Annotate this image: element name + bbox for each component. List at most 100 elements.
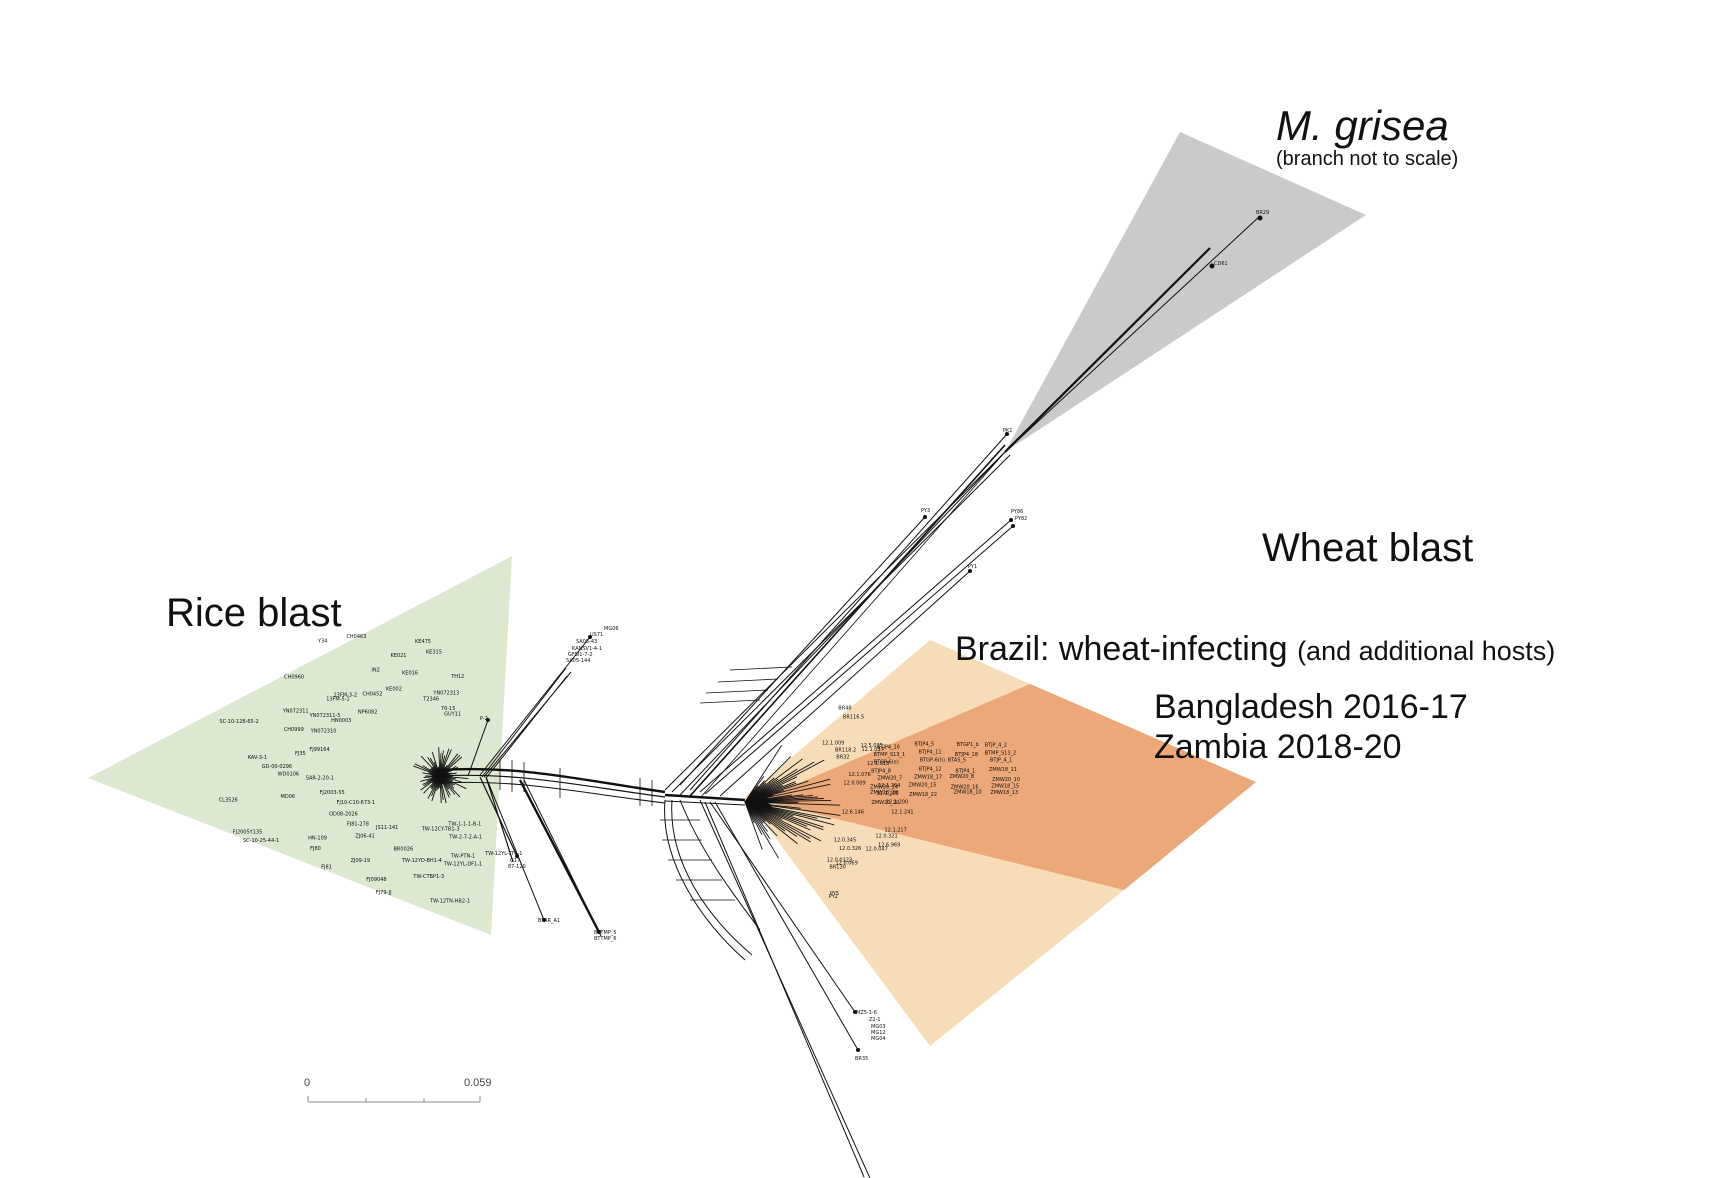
tip-label-outbreak: ZMW18_11 — [989, 767, 1017, 773]
tip-label-rice: NP6082 — [358, 709, 377, 715]
tip-label-rice: TW-12YL-DF1-1 — [443, 862, 482, 868]
wheat-tip-branch — [744, 801, 841, 816]
tip-label-rice: FJ80 — [310, 846, 321, 852]
tip-label-rice: KE002 — [386, 687, 402, 693]
tip-label-rice: MD06 — [281, 794, 296, 800]
tip-label-rice: CL3526 — [219, 797, 238, 803]
tip-label-rice: KE475 — [415, 639, 431, 645]
tip-label-brazil: 12.1.200 — [886, 800, 908, 806]
tip-label-brazil: 12.0.326 — [839, 846, 861, 852]
tip-label-lower: BR35 — [855, 1056, 868, 1062]
tip-label-rice: Y34 — [317, 639, 327, 645]
tip-label-brazil: 12.0.345 — [834, 838, 856, 844]
tip-label-brazil: BR32 — [836, 755, 849, 761]
tip-label-rice: CH0999 — [284, 727, 304, 733]
tip-label-rice: FJ81 — [321, 864, 332, 870]
tip-label-lower: MZ5-1-6 — [856, 1010, 877, 1016]
tip-markers — [486, 215, 1263, 1052]
tip-label-lower: MG12 — [871, 1030, 886, 1036]
tip-label-lower: Z2-1 — [869, 1017, 881, 1023]
tip-label-rice: TW-1-1-1-B-1 — [447, 822, 481, 828]
tip-label-rice: FJ10-C10-673-1 — [337, 800, 376, 806]
tip-label-rice: YN072310 — [310, 729, 337, 735]
tip-label-middle: G17 — [510, 858, 520, 864]
tip-label-brazil: 12.1.264 — [878, 783, 900, 789]
tip-label-brazil: 12.0.0123 — [827, 857, 852, 863]
tip-label-brazil: 12.1.217 — [885, 828, 907, 834]
tip-label-rice: HN-109 — [308, 835, 327, 841]
tip-label-middle: BTTMP_6 — [594, 936, 616, 942]
wheat-tip-branch — [744, 758, 803, 803]
tip-label-rice: GD-00-0296 — [262, 764, 292, 770]
tip-label-brazil: BR130 — [829, 865, 845, 871]
brazil-clade-name: Brazil: wheat-infecting — [955, 630, 1288, 668]
tip-label-middle: SA05-144 — [566, 658, 590, 664]
bangladesh-label: Bangladesh 2016-17 — [1154, 688, 1468, 726]
wheat-tip-branch — [744, 756, 792, 803]
scale-bar — [307, 1096, 481, 1103]
tip-label-brazil: 12.1.241 — [891, 809, 913, 815]
tip-label-rice: CH0452 — [363, 691, 383, 697]
tip-label-brazil: 12.1.076 — [848, 772, 870, 778]
tip-label-central: PY3 — [921, 508, 930, 514]
tip-label-brazil: BR48 — [838, 705, 851, 711]
tip-label-brazil: PY2 — [829, 894, 838, 900]
rice-tip-branch — [439, 774, 449, 777]
wheat-tip-branch — [744, 801, 822, 842]
tip-label-outbreak: BTJP4_1 — [955, 769, 975, 775]
tip-label-brazil: 12.1.009 — [822, 741, 844, 747]
tip-label-outbreak: ZMW18_22 — [909, 792, 937, 798]
tip-label-rice: KE021 — [391, 653, 407, 659]
tip-label-rice: FJ79-JJ — [376, 890, 392, 896]
tip-label-rice: TH12 — [450, 674, 464, 680]
tip-label-outbreak: BTGP-6(h) — [920, 757, 945, 763]
network-backbone — [439, 215, 1261, 1178]
tip-label-mgrisea: CD61 — [1214, 261, 1228, 267]
tip-label-outbreak: BTJP4_8 — [871, 769, 891, 775]
tip-label-brazil: 12.6.969 — [878, 843, 900, 849]
tip-label-rice: TW-12YL-TT4-1 — [484, 851, 522, 857]
tip-label-brazil: BR118.2 — [835, 748, 856, 754]
tip-label-rice: FJ81-278 — [347, 822, 369, 828]
tip-label-rice: OD08-2026 — [329, 811, 358, 817]
wheat-blast-tip-star — [744, 745, 841, 859]
tip-label-lower: MG03 — [871, 1024, 886, 1030]
scale-bar-start-label: 0 — [304, 1077, 311, 1089]
tip-label-outbreak: BTAS_5 — [948, 757, 966, 763]
tip-label-outbreak: BTGP-6(e) — [874, 759, 899, 765]
tip-label-rice: BR0026 — [394, 846, 414, 852]
tip-label-rice: YN072311-5 — [309, 713, 341, 719]
tip-label-rice: CH0463 — [346, 634, 366, 640]
tip-label-outbreak: BTGP1_b — [957, 742, 979, 748]
tip-label-outbreak: BTJP_4_2 — [985, 743, 1007, 749]
m-grisea-label: M. grisea — [1276, 102, 1449, 149]
tip-label-outbreak: ZMW18_15 — [991, 784, 1019, 790]
tip-label-central: PY1 — [968, 564, 977, 570]
wheat-tip-branch — [744, 801, 779, 859]
bangladesh-zambia-clade-shading — [760, 684, 1256, 890]
tip-label-central: PY82 — [1015, 516, 1027, 522]
tip-label-rice: IN2 — [371, 667, 379, 673]
tip-label-rice: TW-CTBP1-3 — [412, 874, 444, 880]
tip-label-lower: MG04 — [871, 1036, 886, 1042]
tip-label-brazil: 12.0.047 — [866, 846, 888, 852]
tip-label-outbreak: BTJP4_12 — [919, 767, 942, 773]
tip-label-rice: CH0960 — [284, 674, 304, 680]
tip-label-outbreak: ZMW20_14 — [870, 785, 898, 791]
tip-label-brazil: 12.1.205 — [877, 791, 899, 797]
wheat-tip-branch — [744, 801, 763, 850]
brazil-clade-label: Brazil: wheat-infecting (and additional … — [955, 630, 1555, 669]
tip-label-outbreak: BTJP_4_1 — [990, 757, 1012, 763]
tip-label-rice: TW-12YD-BH1-4 — [401, 858, 442, 864]
tip-label-middle: SA05-43 — [576, 639, 597, 645]
tip-label-outbreak: ZMW20_15 — [909, 782, 937, 788]
tip-label-outbreak: ZMW20_20 — [871, 800, 899, 806]
tip-label-outbreak: BTJP4_11 — [919, 749, 942, 755]
tip-label-brazil: PY5 — [830, 891, 839, 897]
tip-label-rice: TW-PTN-1 — [450, 854, 475, 860]
tip-label-middle: KANSV1-4-1 — [572, 646, 602, 652]
tip-label-brazil: 12.0.069 — [836, 860, 858, 866]
tip-label-rice: SC-10-128-65-2 — [219, 719, 258, 725]
tip-label-central: PY86 — [1011, 509, 1023, 515]
